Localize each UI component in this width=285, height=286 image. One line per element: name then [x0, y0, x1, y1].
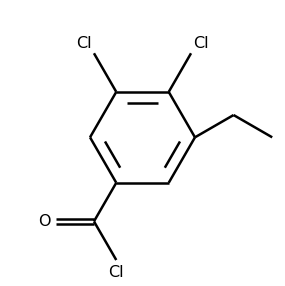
Text: Cl: Cl	[76, 36, 92, 51]
Text: O: O	[38, 214, 51, 229]
Text: Cl: Cl	[193, 36, 209, 51]
Text: Cl: Cl	[109, 265, 124, 280]
